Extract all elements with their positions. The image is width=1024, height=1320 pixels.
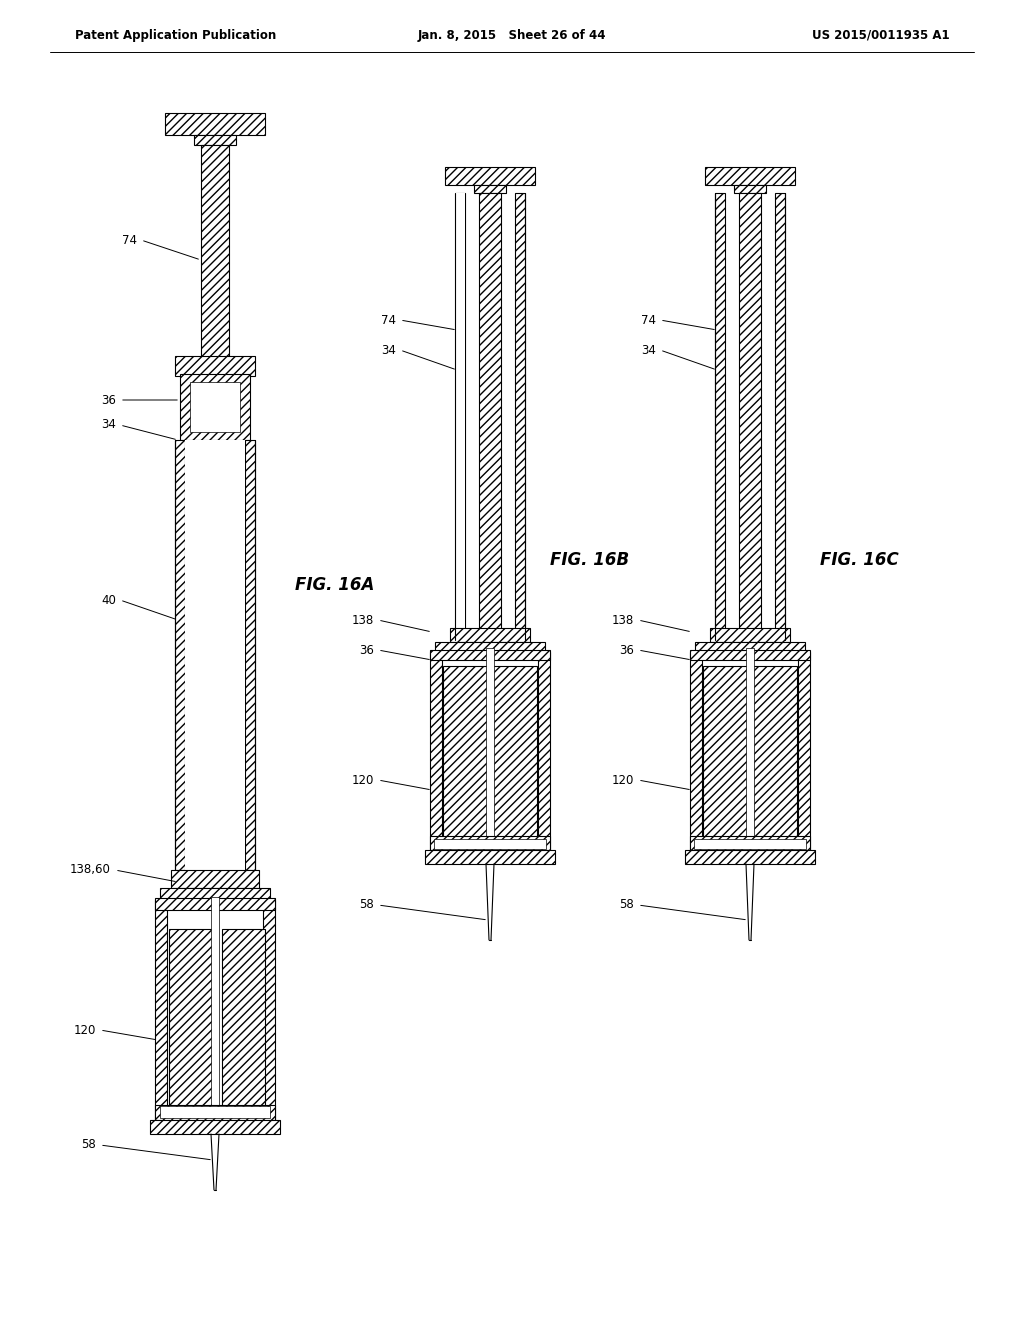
Bar	[685, 850, 815, 865]
Text: 58: 58	[359, 899, 374, 912]
Bar	[425, 850, 555, 865]
Bar	[695, 642, 805, 652]
Text: 74: 74	[641, 314, 656, 326]
Bar	[775, 193, 785, 640]
Bar	[169, 929, 212, 1115]
Bar	[434, 840, 546, 849]
Bar	[222, 929, 265, 1115]
Bar	[445, 168, 535, 185]
Text: 138: 138	[352, 614, 374, 627]
Bar	[425, 193, 465, 640]
Text: FIG. 16B: FIG. 16B	[550, 550, 629, 569]
Bar	[450, 628, 530, 642]
Bar	[435, 642, 545, 652]
Bar	[690, 652, 702, 850]
Bar	[715, 193, 725, 640]
Text: FIG. 16C: FIG. 16C	[820, 550, 899, 569]
Bar	[155, 1105, 275, 1119]
Bar	[493, 667, 537, 846]
Text: 40: 40	[101, 594, 116, 606]
Bar	[185, 440, 245, 870]
Bar	[175, 356, 255, 376]
Bar	[455, 193, 465, 640]
Bar	[211, 898, 219, 1125]
Bar	[538, 652, 550, 850]
Bar	[201, 145, 229, 370]
Text: 138: 138	[611, 614, 634, 627]
Text: FIG. 16A: FIG. 16A	[295, 576, 375, 594]
Text: 36: 36	[620, 644, 634, 656]
Text: 34: 34	[101, 418, 116, 432]
Text: 36: 36	[101, 393, 116, 407]
Bar	[160, 1106, 270, 1118]
Bar	[515, 193, 525, 640]
Bar	[746, 648, 754, 854]
Text: 36: 36	[359, 644, 374, 656]
Bar	[430, 649, 550, 660]
Bar	[430, 652, 442, 850]
Bar	[486, 648, 494, 854]
Bar	[155, 900, 167, 1119]
Text: Jan. 8, 2015   Sheet 26 of 44: Jan. 8, 2015 Sheet 26 of 44	[418, 29, 606, 41]
Bar	[160, 888, 270, 900]
Bar	[190, 381, 240, 432]
Bar	[798, 652, 810, 850]
Bar	[474, 185, 506, 193]
Bar	[175, 440, 185, 870]
Bar	[734, 185, 766, 193]
Text: 34: 34	[381, 343, 396, 356]
Bar	[694, 840, 806, 849]
Text: 74: 74	[122, 234, 137, 247]
Text: 74: 74	[381, 314, 396, 326]
Bar	[150, 1119, 280, 1134]
Bar	[710, 628, 790, 642]
Bar	[180, 374, 250, 440]
Bar	[245, 440, 255, 870]
Text: 58: 58	[620, 899, 634, 912]
Bar	[171, 870, 259, 888]
Bar	[705, 168, 795, 185]
Bar	[690, 649, 810, 660]
Text: 120: 120	[74, 1023, 96, 1036]
Bar	[753, 667, 797, 846]
Bar	[703, 667, 746, 846]
Text: 138,60: 138,60	[70, 863, 111, 876]
Bar	[479, 193, 501, 640]
Text: 120: 120	[351, 774, 374, 787]
Text: Patent Application Publication: Patent Application Publication	[75, 29, 276, 41]
Bar	[690, 836, 810, 850]
Bar	[263, 900, 275, 1119]
Bar	[165, 114, 265, 135]
Bar	[155, 898, 275, 909]
Bar	[443, 667, 487, 846]
Bar	[430, 836, 550, 850]
Text: 58: 58	[81, 1138, 96, 1151]
Bar	[739, 193, 761, 640]
Text: 120: 120	[611, 774, 634, 787]
Text: 34: 34	[641, 343, 656, 356]
Text: US 2015/0011935 A1: US 2015/0011935 A1	[812, 29, 950, 41]
Bar	[194, 135, 236, 145]
